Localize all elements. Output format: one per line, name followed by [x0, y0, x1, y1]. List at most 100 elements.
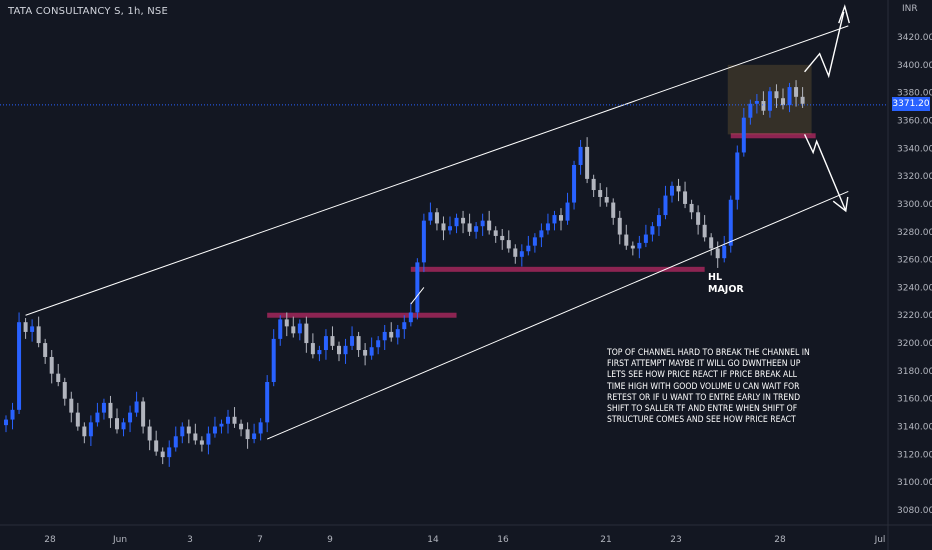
candle: [767, 87, 772, 118]
candle-body: [23, 322, 28, 332]
candle-body: [193, 433, 198, 441]
candle: [591, 174, 596, 197]
candle: [794, 80, 799, 107]
candle-body: [258, 422, 263, 434]
candle: [75, 402, 80, 431]
candle: [284, 312, 289, 337]
candle: [689, 199, 694, 220]
candle: [43, 338, 48, 364]
candle-body: [82, 426, 87, 437]
candle-body: [598, 190, 603, 197]
candle: [532, 233, 537, 253]
candle-body: [147, 426, 152, 441]
candle-body: [767, 91, 772, 111]
candle: [539, 223, 544, 248]
y-tick-label: 3360.00: [897, 116, 932, 126]
candle: [487, 210, 492, 235]
candle-body: [56, 373, 61, 383]
candle-body: [252, 433, 257, 440]
candle-body: [454, 217, 459, 227]
candle-body: [376, 340, 381, 348]
candle-body: [141, 401, 146, 427]
x-tick-label: 16: [497, 535, 509, 545]
y-tick-label: 3140.00: [897, 423, 932, 433]
candle: [598, 183, 603, 207]
candle-body: [173, 436, 178, 448]
channel-lower-line: [266, 190, 849, 440]
candle: [781, 88, 785, 110]
y-tick-label: 3100.00: [897, 478, 932, 488]
candle-body: [572, 164, 577, 203]
candle-body: [212, 426, 217, 434]
x-tick-label: 9: [327, 535, 333, 545]
candle-body: [382, 331, 387, 341]
x-tick-label: 7: [257, 535, 263, 545]
candle-body: [121, 422, 126, 430]
candle: [108, 395, 113, 428]
candle-body: [69, 398, 74, 413]
candle: [212, 416, 217, 438]
candle: [630, 241, 635, 256]
candle-body: [43, 343, 48, 357]
candle-body: [500, 235, 505, 241]
candle-body: [493, 230, 498, 236]
candle: [735, 145, 740, 210]
candle-body: [219, 423, 224, 427]
candle-body: [4, 419, 8, 426]
y-tick-label: 3260.00: [897, 256, 932, 266]
candle-body: [441, 223, 446, 231]
candle: [317, 345, 322, 362]
candle-body: [741, 117, 746, 153]
candle: [493, 226, 498, 243]
candle: [526, 235, 531, 256]
candle-body: [532, 237, 537, 246]
candle: [637, 235, 642, 259]
candle-body: [239, 423, 244, 430]
bullish-projection-arrow: [804, 11, 845, 79]
candle: [402, 315, 407, 339]
breakout-marker: [410, 287, 425, 305]
candle-body: [696, 212, 701, 225]
y-tick-label: 3380.00: [897, 89, 932, 99]
candle: [226, 409, 230, 434]
candle-body: [226, 416, 230, 424]
candle-body: [545, 223, 550, 231]
candle: [624, 224, 629, 250]
candle-body: [578, 146, 583, 165]
candle-body: [10, 409, 15, 420]
candle: [552, 210, 557, 231]
candle: [297, 319, 302, 341]
candle: [382, 324, 387, 351]
candle: [134, 391, 139, 417]
candle-body: [317, 350, 322, 355]
candle-body: [630, 245, 635, 249]
support-zone: [267, 312, 457, 318]
candle-body: [49, 356, 54, 374]
candle: [513, 244, 518, 264]
candle-body: [448, 226, 452, 231]
candle: [121, 418, 126, 437]
candle: [434, 208, 439, 231]
candle: [4, 415, 8, 433]
candle: [683, 181, 688, 209]
candle: [291, 316, 296, 338]
candle: [350, 326, 355, 351]
candle-body: [656, 215, 661, 227]
candle-body: [323, 336, 328, 351]
candle: [30, 319, 35, 342]
candle-body: [735, 152, 740, 200]
candle: [559, 208, 563, 231]
candle: [219, 419, 224, 434]
candle: [167, 440, 172, 467]
candle-body: [637, 242, 642, 249]
y-tick-label: 3160.00: [897, 395, 932, 405]
candle-body: [186, 426, 191, 434]
candle: [650, 222, 655, 242]
x-tick-label: 21: [600, 535, 611, 545]
candle: [173, 426, 178, 452]
candle-body: [434, 212, 439, 224]
candle: [160, 447, 165, 465]
candle: [728, 195, 733, 253]
candle: [369, 337, 374, 360]
